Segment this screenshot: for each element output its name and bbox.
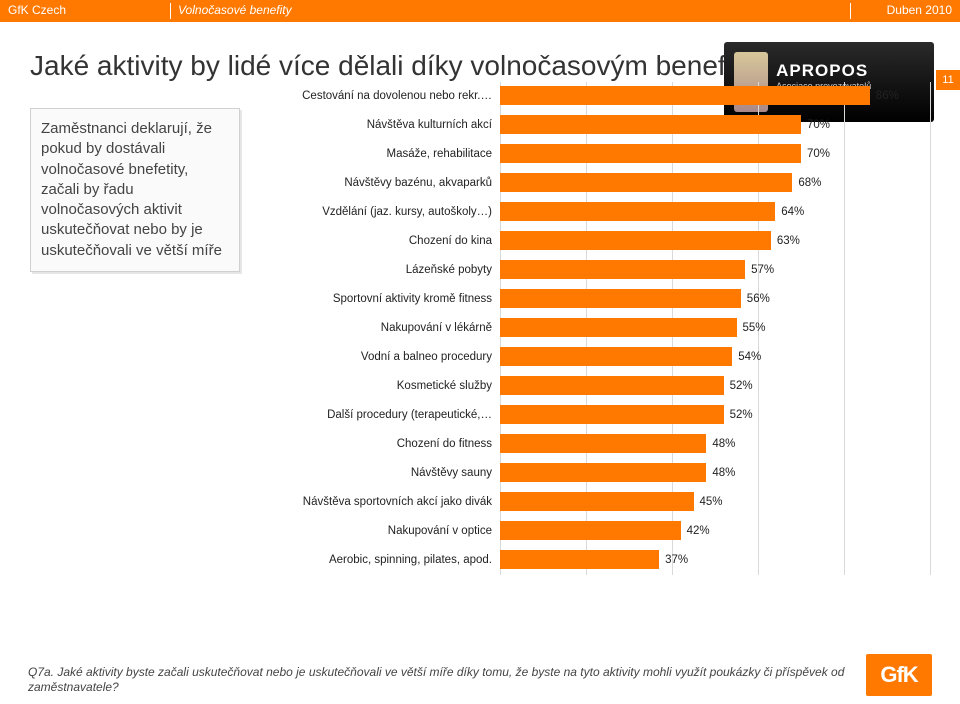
bar [500, 434, 706, 453]
bar-value: 54% [732, 351, 761, 363]
chart-row: Vodní a balneo procedury 54% [260, 343, 930, 370]
bar-zone: 56% [500, 285, 930, 312]
bar-label: Návštěva sportovních akcí jako divák [260, 496, 500, 508]
bar-value: 55% [737, 322, 766, 334]
bar-zone: 52% [500, 372, 930, 399]
bar-zone: 70% [500, 111, 930, 138]
bar [500, 405, 724, 424]
bar-value: 57% [745, 264, 774, 276]
footer-question: Q7a. Jaké aktivity byste začali uskutečň… [28, 665, 846, 696]
chart-row: Aerobic, spinning, pilates, apod. 37% [260, 546, 930, 573]
chart-row: Kosmetické služby 52% [260, 372, 930, 399]
chart-row: Masáže, rehabilitace 70% [260, 140, 930, 167]
chart-row: Návštěvy bazénu, akvaparků 68% [260, 169, 930, 196]
bar-label: Další procedury (terapeutické,… [260, 409, 500, 421]
chart-row: Cestování na dovolenou nebo rekr.… 86% [260, 82, 930, 109]
bar [500, 289, 741, 308]
bar-zone: 70% [500, 140, 930, 167]
bar-label: Lázeňské pobyty [260, 264, 500, 276]
bar-label: Nakupování v optice [260, 525, 500, 537]
bar [500, 376, 724, 395]
bar-zone: 68% [500, 169, 930, 196]
bar-label: Sportovní aktivity kromě fitness [260, 293, 500, 305]
bar-label: Aerobic, spinning, pilates, apod. [260, 554, 500, 566]
bar-value: 52% [724, 380, 753, 392]
bar-label: Návštěvy sauny [260, 467, 500, 479]
apropos-title: APROPOS [776, 61, 924, 81]
bar-label: Cestování na dovolenou nebo rekr.… [260, 90, 500, 102]
bar-zone: 55% [500, 314, 930, 341]
gfk-logo: GfK [866, 654, 932, 696]
bar [500, 492, 694, 511]
bar [500, 318, 737, 337]
bar [500, 347, 732, 366]
bar [500, 260, 745, 279]
bar-zone: 57% [500, 256, 930, 283]
bar-label: Návštěvy bazénu, akvaparků [260, 177, 500, 189]
bar [500, 173, 792, 192]
bar [500, 463, 706, 482]
bar-zone: 48% [500, 430, 930, 457]
bar [500, 86, 870, 105]
chart-row: Návštěva kulturních akcí 70% [260, 111, 930, 138]
bar [500, 115, 801, 134]
bar-value: 56% [741, 293, 770, 305]
chart-row: Chození do fitness 48% [260, 430, 930, 457]
callout-box: Zaměstnanci deklarují, že pokud by dostá… [30, 108, 240, 272]
bar-value: 64% [775, 206, 804, 218]
bar-value: 37% [659, 554, 688, 566]
bar-zone: 52% [500, 401, 930, 428]
chart-row: Návštěva sportovních akcí jako divák 45% [260, 488, 930, 515]
bar-label: Návštěva kulturních akcí [260, 119, 500, 131]
bar-zone: 37% [500, 546, 930, 573]
bar [500, 144, 801, 163]
bar-label: Vzdělání (jaz. kursy, autoškoly…) [260, 206, 500, 218]
chart-row: Vzdělání (jaz. kursy, autoškoly…) 64% [260, 198, 930, 225]
bar-value: 52% [724, 409, 753, 421]
bar-label: Nakupování v lékárně [260, 322, 500, 334]
bar-value: 86% [870, 90, 899, 102]
bar-value: 70% [801, 119, 830, 131]
bar-value: 48% [706, 467, 735, 479]
chart-row: Sportovní aktivity kromě fitness 56% [260, 285, 930, 312]
activities-chart: Cestování na dovolenou nebo rekr.… 86% Náv… [260, 82, 930, 575]
bar-label: Chození do kina [260, 235, 500, 247]
bar [500, 550, 659, 569]
bar-value: 63% [771, 235, 800, 247]
bar-value: 45% [694, 496, 723, 508]
chart-row: Návštěvy sauny 48% [260, 459, 930, 486]
bar [500, 521, 681, 540]
bar-value: 70% [801, 148, 830, 160]
bar-zone: 48% [500, 459, 930, 486]
bar [500, 202, 775, 221]
bar-label: Kosmetické služby [260, 380, 500, 392]
chart-row: Lázeňské pobyty 57% [260, 256, 930, 283]
topbar: GfK Czech Volnočasové benefity Duben 201… [0, 0, 960, 22]
page-number: 11 [936, 70, 960, 90]
chart-row: Chození do kina 63% [260, 227, 930, 254]
bar-zone: 42% [500, 517, 930, 544]
bar-value: 68% [792, 177, 821, 189]
topbar-center: Volnočasové benefity [170, 0, 850, 22]
bar-zone: 63% [500, 227, 930, 254]
bar-label: Vodní a balneo procedury [260, 351, 500, 363]
bar-value: 42% [681, 525, 710, 537]
topbar-left: GfK Czech [0, 0, 170, 22]
chart-row: Nakupování v lékárně 55% [260, 314, 930, 341]
bar-label: Masáže, rehabilitace [260, 148, 500, 160]
chart-row: Nakupování v optice 42% [260, 517, 930, 544]
bar-zone: 64% [500, 198, 930, 225]
bar-value: 48% [706, 438, 735, 450]
bar [500, 231, 771, 250]
gridline [930, 82, 931, 575]
bar-zone: 45% [500, 488, 930, 515]
topbar-right: Duben 2010 [850, 0, 960, 22]
bar-label: Chození do fitness [260, 438, 500, 450]
bar-zone: 54% [500, 343, 930, 370]
chart-row: Další procedury (terapeutické,… 52% [260, 401, 930, 428]
bar-zone: 86% [500, 82, 930, 109]
